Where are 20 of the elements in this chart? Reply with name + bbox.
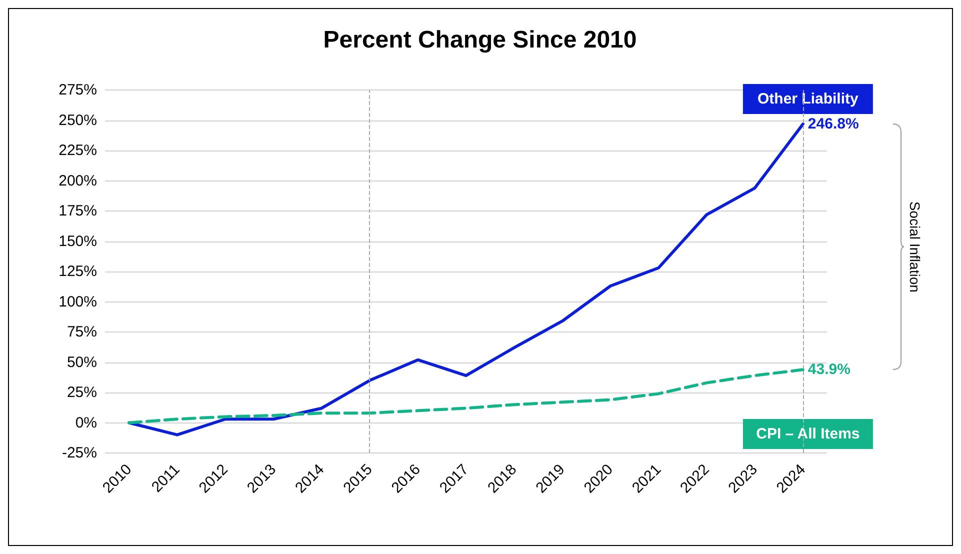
y-tick-label: 50% <box>66 354 97 371</box>
y-tick-label: 100% <box>58 293 97 310</box>
y-tick-label: -25% <box>62 444 97 462</box>
y-tick-label: 25% <box>66 384 97 401</box>
y-tick-label: 125% <box>58 263 97 280</box>
y-tick-label: 200% <box>58 172 97 190</box>
y-tick-label: 250% <box>58 112 97 129</box>
text: CPI – All Items <box>756 426 860 442</box>
y-tick-label: 175% <box>58 202 97 220</box>
series-label: Other Liability <box>758 90 860 108</box>
line-series <box>128 368 804 424</box>
y-tick-label: 225% <box>58 142 97 159</box>
y-tick-label: 75% <box>66 324 97 340</box>
text: Social Inflation <box>906 201 923 292</box>
data-label: 43.9% <box>808 361 850 378</box>
y-tick-label: 275% <box>58 82 97 98</box>
y-tick-label: 0% <box>75 414 97 432</box>
chart-title: Percent Change Since 2010 <box>323 26 637 54</box>
data-label: 246.8% <box>808 116 859 133</box>
y-tick-label: 150% <box>58 232 97 250</box>
